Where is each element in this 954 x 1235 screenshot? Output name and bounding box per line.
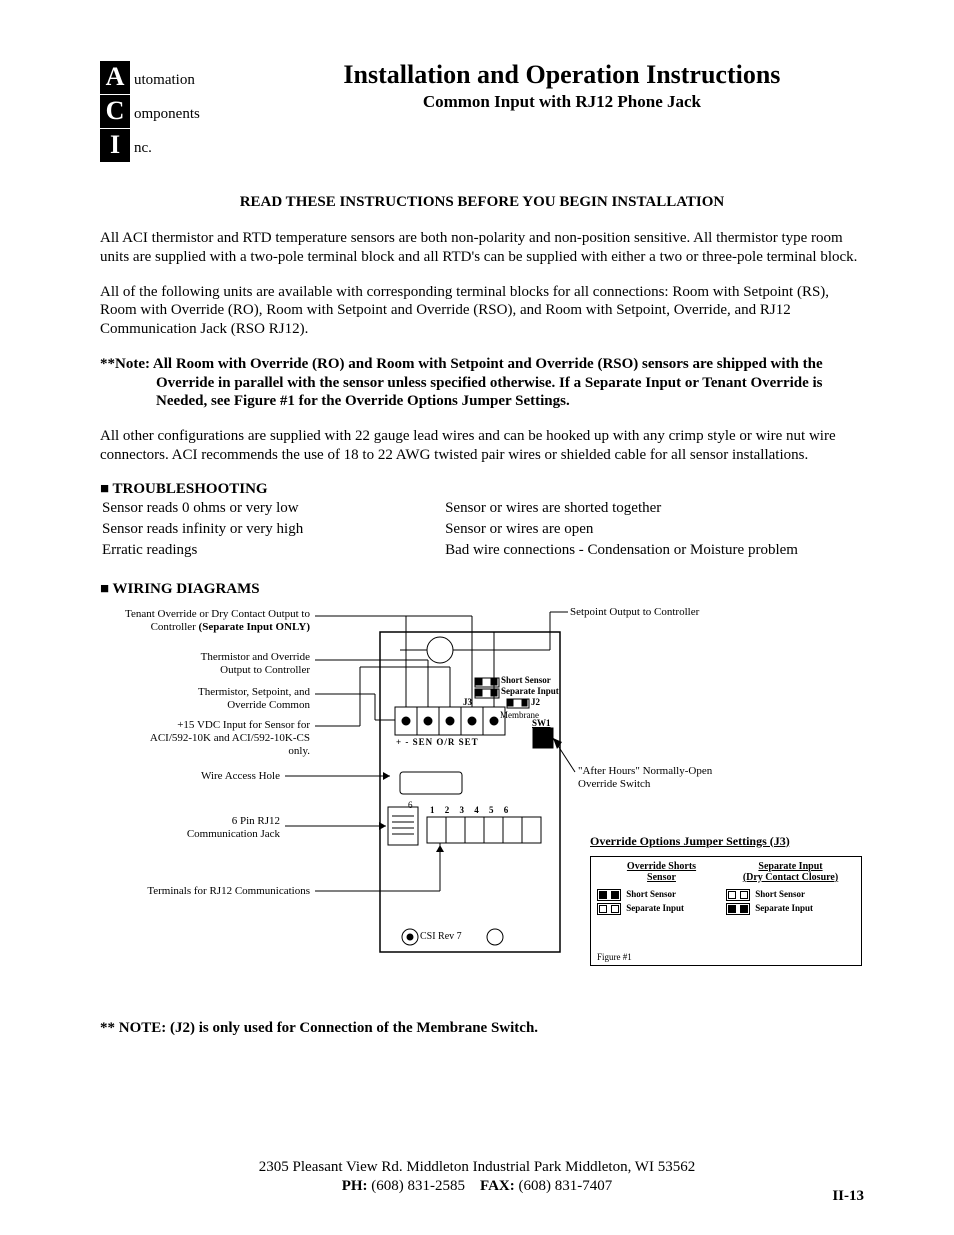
cause: Sensor or wires are shorted together xyxy=(445,500,862,519)
cause: Bad wire connections - Condensation or M… xyxy=(445,542,862,561)
logo: A utomation C omponents I nc. xyxy=(100,60,200,162)
label-rj12-terminals: Terminals for RJ12 Communications xyxy=(100,885,310,898)
opt-sep: Separate Input xyxy=(626,903,684,913)
label-tenant-override: Tenant Override or Dry Contact Output to… xyxy=(100,608,310,634)
label-rj12: 6 Pin RJ12Communication Jack xyxy=(100,815,280,841)
jumper-icon xyxy=(597,889,621,901)
paragraph-2: All of the following units are available… xyxy=(100,283,864,339)
label-wire-hole: Wire Access Hole xyxy=(100,770,280,783)
label-thermistor-override: Thermistor and OverrideOutput to Control… xyxy=(100,651,310,677)
wiring-heading-text: WIRING DIAGRAMS xyxy=(113,581,260,597)
wiring-diagram: Tenant Override or Dry Contact Output to… xyxy=(100,602,860,1002)
cause: Sensor or wires are open xyxy=(445,521,862,540)
logo-c: C xyxy=(100,95,130,128)
footer: 2305 Pleasant View Rd. Middleton Industr… xyxy=(0,1159,954,1195)
opt-short: Short Sensor xyxy=(755,889,805,899)
table-row: Sensor reads infinity or very high Senso… xyxy=(102,521,862,540)
table-row: Sensor reads 0 ohms or very low Sensor o… xyxy=(102,500,862,519)
title-block: Installation and Operation Instructions … xyxy=(260,60,864,112)
header: A utomation C omponents I nc. Installati… xyxy=(100,60,864,162)
opt-short: Short Sensor xyxy=(626,889,676,899)
logo-i-word: nc. xyxy=(130,134,152,157)
jumper-settings-box: Override Shorts Sensor Short Sensor Sepa… xyxy=(590,856,862,966)
logo-i: I xyxy=(100,129,130,162)
figure-label: Figure #1 xyxy=(597,952,632,962)
page-number: II-13 xyxy=(832,1188,864,1205)
label-common: Thermistor, Setpoint, andOverride Common xyxy=(100,686,310,712)
logo-a-word: utomation xyxy=(130,66,195,89)
terminal-numbers: 1 2 3 4 5 6 xyxy=(430,805,512,816)
logo-c-word: omponents xyxy=(130,100,200,123)
jumper-icon xyxy=(726,889,750,901)
wiring-heading: WIRING DIAGRAMS xyxy=(100,581,864,598)
table-row: Erratic readings Bad wire connections - … xyxy=(102,542,862,561)
note-1: **Note: All Room with Override (RO) and … xyxy=(100,355,864,411)
terminal-labels: + - SEN O/R SET xyxy=(396,737,479,748)
col1-h1: Override Shorts xyxy=(597,861,726,872)
doc-subtitle: Common Input with RJ12 Phone Jack xyxy=(260,92,864,112)
label-override-switch: "After Hours" Normally-OpenOverride Swit… xyxy=(578,765,712,791)
jumper-icon xyxy=(597,903,621,915)
j3-label: J3 xyxy=(463,697,472,708)
j3-short-sensor: Short Sensor xyxy=(501,675,551,686)
sw1-label: SW1 xyxy=(532,718,551,729)
footer-phones: PH: (608) 831-2585 FAX: (608) 831-7407 xyxy=(0,1178,954,1195)
label-setpoint-output: Setpoint Output to Controller xyxy=(570,606,699,619)
j3-separate-input: Separate Input xyxy=(501,686,559,697)
symptom: Sensor reads 0 ohms or very low xyxy=(102,500,443,519)
troubleshooting-heading-text: TROUBLESHOOTING xyxy=(113,481,268,497)
doc-title: Installation and Operation Instructions xyxy=(260,60,864,90)
col2-h1: Separate Input xyxy=(726,861,855,872)
symptom: Sensor reads infinity or very high xyxy=(102,521,443,540)
label-15vdc: +15 VDC Input for Sensor for ACI/592-10K… xyxy=(100,719,310,759)
footer-address: 2305 Pleasant View Rd. Middleton Industr… xyxy=(0,1159,954,1176)
paragraph-1: All ACI thermistor and RTD temperature s… xyxy=(100,229,864,267)
troubleshooting-table: Sensor reads 0 ohms or very low Sensor o… xyxy=(100,498,864,563)
csi-rev: CSI Rev 7 xyxy=(420,931,462,943)
read-warning: READ THESE INSTRUCTIONS BEFORE YOU BEGIN… xyxy=(100,194,864,211)
terminal-6: 6 xyxy=(408,800,413,811)
symptom: Erratic readings xyxy=(102,542,443,561)
col2-h2: (Dry Contact Closure) xyxy=(726,872,855,883)
col1-h2: Sensor xyxy=(597,872,726,883)
paragraph-3: All other configurations are supplied wi… xyxy=(100,427,864,465)
logo-a: A xyxy=(100,61,130,94)
troubleshooting-heading: TROUBLESHOOTING xyxy=(100,481,864,498)
note-2: ** NOTE: (J2) is only used for Connectio… xyxy=(100,1020,864,1037)
callout-title: Override Options Jumper Settings (J3) xyxy=(590,834,790,848)
opt-sep: Separate Input xyxy=(755,903,813,913)
jumper-icon xyxy=(726,903,750,915)
j2-label: J2 xyxy=(531,697,540,708)
